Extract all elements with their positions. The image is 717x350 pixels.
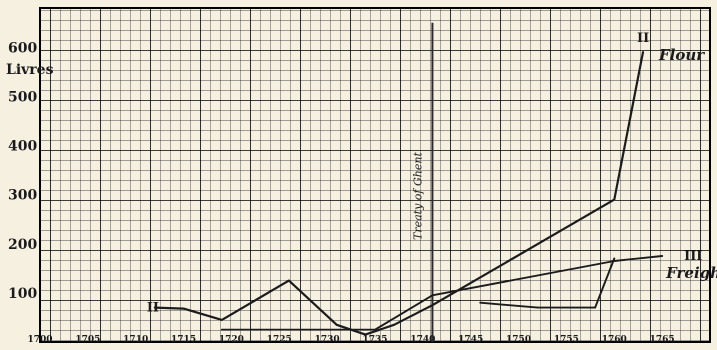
x-tick-label-1730: 1730 <box>315 335 340 345</box>
series-layer <box>153 51 664 336</box>
annotation-label-1: Treaty of Ghent <box>411 152 424 240</box>
series-marker-freight: III <box>684 249 702 264</box>
x-tick-label-1705: 1705 <box>75 335 100 345</box>
grid <box>39 7 711 343</box>
series-1-point-1 <box>153 306 156 309</box>
x-tick-label-1710: 1710 <box>123 335 148 345</box>
x-tick-label-1725: 1725 <box>267 335 292 345</box>
x-tick-label-1700: 1700 <box>27 335 52 345</box>
series-2-point-2 <box>374 328 376 331</box>
series-name-flour: Flour <box>658 46 705 64</box>
y-tick-label-300: 300 <box>8 188 37 204</box>
series-1-point-7 <box>393 323 396 326</box>
series-3-point-3 <box>594 306 597 309</box>
x-tick-label-1720: 1720 <box>219 335 244 345</box>
y-tick-label-600: 600 <box>8 40 37 56</box>
series-1-point-9 <box>613 198 616 201</box>
labels-layer: II II Flour IIIFreight Rates <box>147 31 717 315</box>
x-tick-label-1735: 1735 <box>362 335 387 345</box>
x-tick-label-1715: 1715 <box>171 335 196 345</box>
axes-layer: Livres 100 200 300 400 500 600 1700 1705 1710 1715… <box>6 40 675 345</box>
series-1-point-3 <box>220 318 223 321</box>
series-1-point-10 <box>642 51 644 54</box>
series-1-point-5 <box>335 323 338 326</box>
series-1-point-8 <box>431 304 434 307</box>
y-unit-label: Livres <box>6 62 54 78</box>
annotations-layer: Treaty of Ghent <box>411 22 434 342</box>
series-1-point-4 <box>287 279 290 282</box>
series-name-freight: Freight Rates <box>665 264 717 282</box>
y-tick-label-500: 500 <box>8 89 37 105</box>
series-2-point-5 <box>661 255 664 257</box>
series-2-point-1 <box>220 328 223 331</box>
x-tick-label-1765: 1765 <box>650 335 675 345</box>
series-line-3 <box>479 257 616 309</box>
x-tick-label-1755: 1755 <box>554 335 579 345</box>
x-tick-label-1750: 1750 <box>506 335 531 345</box>
series-2-point-3 <box>431 294 434 297</box>
series-3-point-4 <box>613 257 616 260</box>
series-3-point-2 <box>536 306 539 309</box>
y-tick-label-100: 100 <box>8 286 37 302</box>
x-tick-label-1760: 1760 <box>602 335 627 345</box>
series-3-point-1 <box>479 301 482 304</box>
series-1-point-6 <box>364 333 367 336</box>
x-tick-label-1745: 1745 <box>458 335 483 345</box>
series-1-point-2 <box>182 307 185 310</box>
series-marker-flour-start: II <box>147 301 159 316</box>
y-tick-label-400: 400 <box>8 139 37 155</box>
y-tick-label-200: 200 <box>8 237 37 253</box>
series-marker-flour-end: II <box>637 31 649 46</box>
x-tick-label-1740: 1740 <box>410 335 435 345</box>
